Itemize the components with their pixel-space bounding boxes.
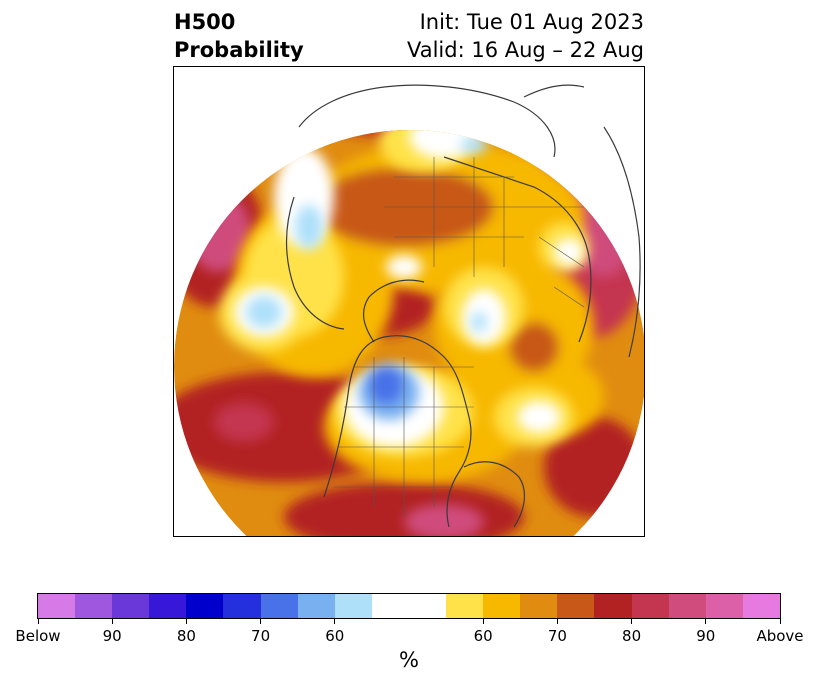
product-title: Probability bbox=[174, 38, 304, 62]
colorbar-above-5 bbox=[594, 594, 632, 618]
variable-title: H500 bbox=[174, 10, 236, 34]
colorbar-above-7 bbox=[668, 594, 706, 618]
political-borders bbox=[334, 157, 585, 517]
colorbar-tick bbox=[260, 619, 262, 624]
colorbar-tick bbox=[334, 619, 336, 624]
colorbar-above-6 bbox=[631, 594, 669, 618]
colorbar-tick bbox=[705, 619, 707, 624]
title-block-right: Init: Tue 01 Aug 2023 Valid: 16 Aug – 22… bbox=[407, 8, 644, 64]
coastlines bbox=[285, 84, 641, 528]
map-panel bbox=[173, 66, 645, 537]
colorbar-tick bbox=[779, 619, 781, 624]
colorbar-below-4 bbox=[149, 594, 187, 618]
probability-map bbox=[174, 84, 644, 536]
colorbar-tick-label: 80 bbox=[176, 627, 196, 645]
init-date: Init: Tue 01 Aug 2023 bbox=[419, 10, 644, 34]
colorbar-below-6 bbox=[223, 594, 261, 618]
colorbar-tick bbox=[631, 619, 633, 624]
colorbar-below-7 bbox=[260, 594, 298, 618]
colorbar-above-4 bbox=[557, 594, 595, 618]
colorbar-tick-label: 60 bbox=[325, 627, 345, 645]
probability-fill bbox=[174, 130, 644, 536]
colorbar-unit: % bbox=[399, 648, 419, 672]
colorbar-above-3 bbox=[520, 594, 558, 618]
colorbar-below-5 bbox=[186, 594, 224, 618]
colorbar-tick-label: 90 bbox=[102, 627, 122, 645]
colorbar-tick-label: 60 bbox=[473, 627, 493, 645]
colorbar-tick bbox=[37, 619, 39, 624]
colorbar-tick bbox=[111, 619, 113, 624]
colorbar-tick-label: 70 bbox=[547, 627, 567, 645]
colorbar-below-3 bbox=[112, 594, 150, 618]
colorbar-tick-label: 70 bbox=[251, 627, 271, 645]
colorbar-above-9 bbox=[742, 594, 780, 618]
colorbar-tick-label: 90 bbox=[696, 627, 716, 645]
colorbar-tick bbox=[556, 619, 558, 624]
colorbar bbox=[37, 593, 781, 619]
colorbar-tick-label: 80 bbox=[622, 627, 642, 645]
colorbar-below-9 bbox=[334, 594, 372, 618]
colorbar-tick bbox=[482, 619, 484, 624]
colorbar-tick-label: Below bbox=[15, 627, 61, 645]
valid-range: Valid: 16 Aug – 22 Aug bbox=[406, 38, 644, 62]
colorbar-above-1 bbox=[446, 594, 484, 618]
colorbar-below-2 bbox=[75, 594, 113, 618]
title-block-left: H500 Probability bbox=[174, 8, 304, 64]
colorbar-tick-label: Above bbox=[756, 627, 804, 645]
colorbar-neutral bbox=[371, 594, 447, 618]
colorbar-below-1 bbox=[38, 594, 76, 618]
colorbar-above-2 bbox=[483, 594, 521, 618]
colorbar-below-8 bbox=[297, 594, 335, 618]
colorbar-above-8 bbox=[705, 594, 743, 618]
colorbar-tick bbox=[185, 619, 187, 624]
